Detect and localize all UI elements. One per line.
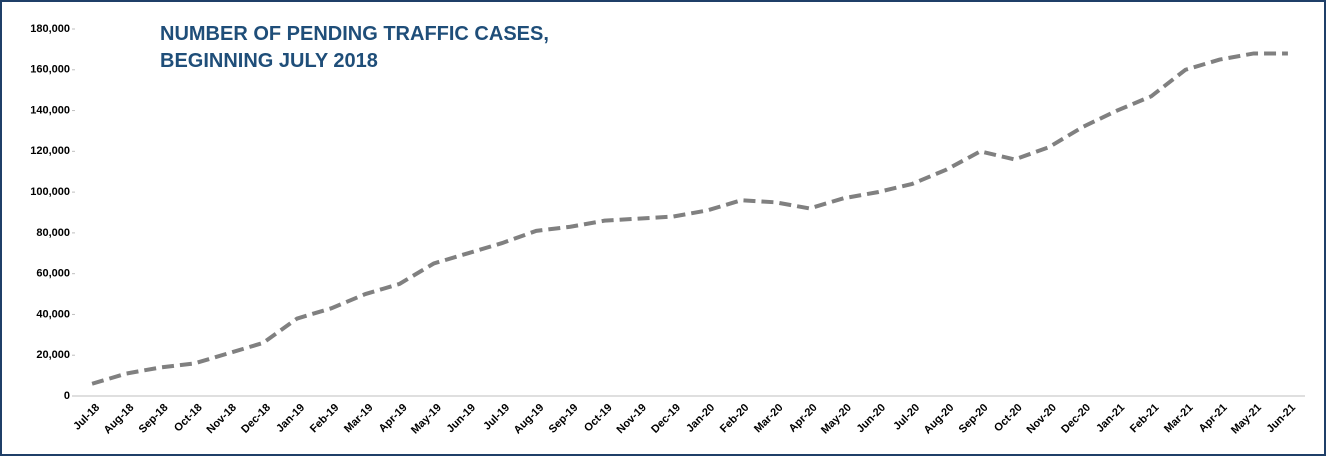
y-tick-label: 160,000 — [30, 64, 70, 76]
y-tick-label: 0 — [64, 390, 70, 402]
chart-title: BEGINNING JULY 2018 — [160, 50, 378, 72]
y-tick-label: 20,000 — [36, 349, 70, 361]
y-tick-label: 60,000 — [36, 268, 70, 280]
line-series — [91, 51, 1288, 386]
y-tick-label: 100,000 — [30, 186, 70, 198]
y-tick-label: 140,000 — [30, 104, 70, 116]
chart-title: NUMBER OF PENDING TRAFFIC CASES, — [160, 23, 549, 45]
y-tick-label: 120,000 — [30, 145, 70, 157]
y-tick-label: 180,000 — [30, 23, 70, 35]
y-tick-label: 80,000 — [36, 227, 70, 239]
y-tick-label: 40,000 — [36, 308, 70, 320]
